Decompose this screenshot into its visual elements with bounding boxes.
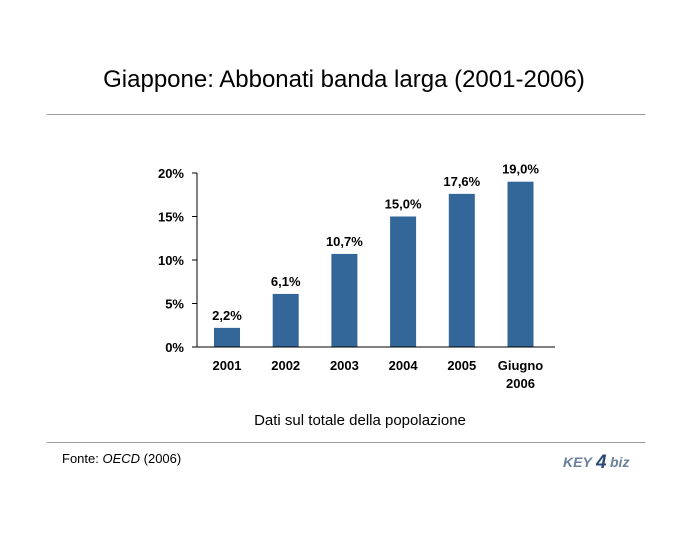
x-tick-label: 2002 [271,358,300,373]
bar [507,181,534,347]
logo-text-4: 4 [595,452,607,472]
bottom-divider [47,442,645,443]
y-tick-label: 15% [158,210,184,225]
x-tick-label: 2006 [506,376,535,391]
source-name: OECD [102,451,141,466]
key4biz-logo: KEY 4 biz [563,452,629,472]
bar [331,253,358,347]
data-label: 17,6% [443,174,480,189]
y-tick-label: 10% [158,253,184,268]
top-divider [47,114,645,115]
logo-text-key: KEY [563,454,593,470]
axes-group: 2001 2002 2003 2004 2005 Giugno 2006 0% 5% 10% 15%… [158,166,555,391]
bar [448,193,475,347]
bar [272,293,299,347]
logo-text-biz: biz [610,454,629,470]
x-tick-label: 2001 [213,358,242,373]
data-label: 15,0% [385,197,422,212]
x-tick-label: 2004 [389,358,419,373]
y-tick-label: 5% [165,297,184,312]
data-label: 2,2% [212,308,242,323]
x-tick-label: Giugno [498,358,544,373]
x-tick-label: 2003 [330,358,359,373]
source-note: Fonte: OECD (2006) [62,451,181,466]
bar [214,327,240,347]
source-year: (2006) [140,451,182,466]
chart-title: Giappone: Abbonati banda larga (2001-200… [103,66,585,93]
y-tick-label: 0% [165,340,184,355]
bar [390,216,417,347]
bars-group [214,181,534,347]
data-label: 10,7% [326,234,363,249]
y-tick-label: 20% [158,166,184,181]
source-prefix: Fonte: [62,451,103,466]
data-label: 19,0% [502,162,539,177]
chart-subtitle: Dati sul totale della popolazione [254,412,466,429]
x-tick-label: 2005 [447,358,476,373]
data-labels-group: 2,2% 6,1% 10,7% 15,0% 17,6% 19,0% [212,162,539,323]
data-label: 6,1% [271,274,301,289]
